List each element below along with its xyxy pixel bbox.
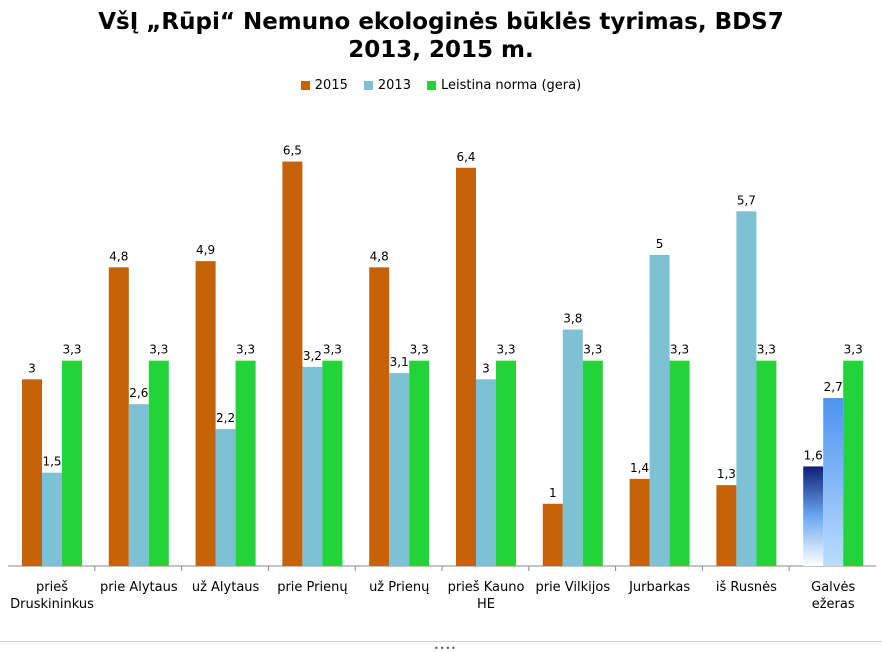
data-label: 3,3 — [62, 343, 81, 357]
category-label: ežeras — [812, 597, 855, 612]
data-label: 3,8 — [563, 312, 582, 326]
data-label: 2,2 — [216, 411, 235, 425]
bar-leistina-norma-gera — [322, 360, 343, 566]
data-label: 3,3 — [236, 343, 255, 357]
bar-2015 — [22, 379, 42, 566]
data-label: 5 — [656, 237, 664, 251]
legend-swatch-norm — [426, 81, 436, 90]
data-label: 1,6 — [804, 448, 823, 462]
legend: 2015 2013 Leistina norma (gera) — [0, 78, 882, 93]
category-label: prieš — [36, 580, 68, 595]
data-label: 1,5 — [42, 455, 61, 469]
data-label: 3,3 — [757, 343, 776, 357]
legend-label-2013: 2013 — [377, 78, 411, 93]
data-label: 5,7 — [737, 193, 756, 207]
data-label: 3,3 — [323, 343, 342, 357]
legend-item-norm: Leistina norma (gera) — [426, 78, 582, 93]
bar-2015 — [716, 485, 737, 566]
data-label: 1,4 — [630, 461, 649, 475]
category-label: Jurbarkas — [628, 580, 690, 595]
bar-2013 — [302, 366, 323, 566]
bar-leistina-norma-gera — [62, 360, 82, 566]
data-label: 3 — [28, 361, 36, 375]
legend-label-2015: 2015 — [314, 78, 348, 93]
bar-leistina-norma-gera — [148, 360, 169, 566]
category-label: Druskininkus — [10, 597, 94, 612]
bar-leistina-norma-gera — [669, 360, 690, 566]
chart-title-line-2: 2013, 2015 m. — [348, 37, 534, 63]
data-label: 3,3 — [670, 343, 689, 357]
bar-2013 — [562, 329, 583, 566]
bar-2015 — [629, 478, 650, 566]
data-label: 4,8 — [109, 249, 128, 263]
bar-2015 — [282, 161, 303, 567]
data-label: 3,3 — [844, 343, 863, 357]
category-label: prie Vilkijos — [535, 580, 610, 595]
data-label: 4,9 — [196, 243, 215, 257]
bar-2013 — [649, 254, 670, 566]
bar-2013 — [42, 472, 62, 566]
data-label: 1 — [549, 486, 557, 500]
bar-2013 — [476, 379, 496, 566]
category-label: HE — [477, 597, 495, 612]
bar-2013 — [389, 373, 410, 566]
category-label: prieš Kauno — [448, 580, 525, 595]
bar-2013 — [215, 429, 236, 566]
data-label: 3,3 — [410, 343, 429, 357]
category-label: už Prienų — [369, 580, 429, 595]
legend-label-norm: Leistina norma (gera) — [440, 78, 582, 93]
bottom-rule — [0, 641, 882, 642]
data-label: 3,1 — [390, 355, 409, 369]
bar-2015 — [195, 261, 216, 566]
category-label: iš Rusnės — [716, 580, 777, 595]
category-label: prie Alytaus — [100, 580, 178, 595]
data-label: 3,3 — [149, 343, 168, 357]
bar-2015 — [803, 466, 824, 566]
data-label: 4,8 — [370, 249, 389, 263]
bar-2015 — [542, 503, 563, 566]
bar-2015 — [369, 267, 390, 566]
legend-swatch-2015 — [300, 81, 310, 90]
legend-swatch-2013 — [363, 81, 373, 90]
data-label: 2,6 — [129, 386, 148, 400]
legend-item-2015: 2015 — [300, 78, 348, 93]
bar-2015 — [108, 267, 129, 566]
bar-2015 — [456, 167, 476, 566]
data-label: 6,4 — [456, 150, 475, 164]
chart-title: VšĮ „Rūpi“ Nemuno ekologinės būklės tyri… — [0, 8, 882, 64]
bar-leistina-norma-gera — [756, 360, 777, 566]
data-label: 3 — [482, 361, 490, 375]
bar-2013 — [128, 404, 149, 566]
data-label: 6,5 — [283, 144, 302, 158]
data-label: 3,2 — [303, 349, 322, 363]
data-label: 2,7 — [824, 380, 843, 394]
bar-leistina-norma-gera — [843, 360, 864, 566]
category-label: Galvės — [811, 580, 855, 595]
data-label: 3,3 — [583, 343, 602, 357]
category-label: prie Prienų — [277, 580, 347, 595]
category-label: už Alytaus — [192, 580, 260, 595]
bar-leistina-norma-gera — [235, 360, 256, 566]
bar-2013 — [823, 398, 844, 566]
bar-2013 — [736, 211, 757, 567]
bar-leistina-norma-gera — [409, 360, 430, 566]
bar-leistina-norma-gera — [582, 360, 603, 566]
data-label: 3,3 — [496, 343, 515, 357]
chart-title-line-1: VšĮ „Rūpi“ Nemuno ekologinės būklės tyri… — [98, 9, 784, 35]
legend-item-2013: 2013 — [363, 78, 411, 93]
data-label: 1,3 — [717, 467, 736, 481]
bar-leistina-norma-gera — [496, 360, 516, 566]
